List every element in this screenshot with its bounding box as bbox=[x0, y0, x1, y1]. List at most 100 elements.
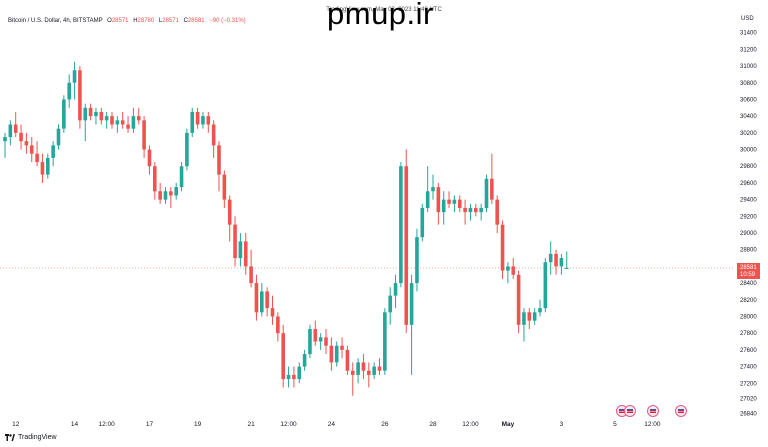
candle[interactable] bbox=[324, 329, 328, 355]
candle[interactable] bbox=[532, 308, 537, 325]
candle[interactable] bbox=[201, 111, 205, 129]
candle[interactable] bbox=[67, 74, 71, 108]
candle[interactable] bbox=[243, 233, 248, 275]
candle[interactable] bbox=[115, 116, 120, 133]
candle[interactable] bbox=[169, 187, 173, 208]
candle[interactable] bbox=[40, 153, 45, 183]
candle[interactable] bbox=[313, 320, 318, 346]
candle[interactable] bbox=[158, 182, 162, 204]
candle[interactable] bbox=[548, 241, 553, 275]
candle[interactable] bbox=[490, 153, 494, 204]
candle[interactable] bbox=[559, 253, 564, 275]
candle[interactable] bbox=[415, 228, 419, 292]
candle[interactable] bbox=[147, 145, 152, 175]
candle[interactable] bbox=[51, 141, 55, 167]
candle[interactable] bbox=[19, 124, 23, 150]
candle[interactable] bbox=[142, 116, 146, 158]
candle[interactable] bbox=[211, 120, 216, 158]
candle[interactable] bbox=[527, 308, 532, 330]
candle[interactable] bbox=[457, 195, 462, 213]
candle[interactable] bbox=[276, 312, 280, 342]
candle[interactable] bbox=[62, 95, 66, 133]
candle[interactable] bbox=[388, 287, 392, 325]
candle[interactable] bbox=[463, 199, 467, 225]
candle[interactable] bbox=[286, 366, 291, 388]
candle[interactable] bbox=[46, 153, 50, 179]
candle[interactable] bbox=[238, 233, 243, 267]
candle[interactable] bbox=[227, 195, 232, 242]
candle[interactable] bbox=[292, 366, 296, 388]
candle[interactable] bbox=[495, 195, 499, 234]
candle[interactable] bbox=[479, 203, 483, 221]
candle[interactable] bbox=[260, 283, 264, 317]
candle[interactable] bbox=[564, 251, 569, 269]
candle[interactable] bbox=[24, 132, 29, 154]
candle[interactable] bbox=[56, 124, 61, 150]
candle[interactable] bbox=[367, 362, 371, 388]
candle[interactable] bbox=[35, 141, 39, 167]
symbol-label[interactable]: Bitcoin / U.S. Dollar, 4h, BITSTAMP bbox=[8, 18, 103, 24]
candle[interactable] bbox=[484, 174, 489, 213]
candle[interactable] bbox=[265, 287, 269, 317]
candle[interactable] bbox=[506, 262, 510, 284]
candle[interactable] bbox=[356, 358, 360, 384]
candle[interactable] bbox=[131, 107, 136, 133]
candle[interactable] bbox=[329, 337, 334, 371]
candle[interactable] bbox=[431, 174, 435, 200]
candle[interactable] bbox=[377, 358, 382, 375]
candle[interactable] bbox=[420, 203, 425, 242]
candle[interactable] bbox=[270, 295, 275, 325]
candle[interactable] bbox=[88, 103, 93, 121]
candle[interactable] bbox=[538, 299, 542, 317]
candle[interactable] bbox=[522, 308, 526, 342]
candle[interactable] bbox=[425, 166, 430, 213]
candle[interactable] bbox=[136, 107, 141, 125]
candle[interactable] bbox=[254, 274, 259, 321]
candle[interactable] bbox=[94, 107, 98, 125]
candle[interactable] bbox=[516, 270, 521, 334]
us-flag-event-icon[interactable] bbox=[675, 405, 687, 417]
candle[interactable] bbox=[372, 362, 376, 380]
candle[interactable] bbox=[383, 308, 387, 375]
candle[interactable] bbox=[72, 61, 77, 100]
candle[interactable] bbox=[78, 66, 82, 129]
candle[interactable] bbox=[29, 137, 34, 163]
x-axis[interactable]: 12 14 12:00 17 19 21 12:00 24 26 28 12:00 May 3 5 12:0… bbox=[12, 421, 661, 428]
candle[interactable] bbox=[452, 195, 457, 213]
candle[interactable] bbox=[195, 107, 200, 129]
candle[interactable] bbox=[441, 191, 446, 225]
us-flag-event-icon[interactable] bbox=[647, 405, 659, 417]
candle[interactable] bbox=[308, 324, 312, 359]
candle[interactable] bbox=[104, 111, 109, 129]
candle[interactable] bbox=[500, 220, 505, 279]
candle[interactable] bbox=[404, 149, 409, 334]
candle[interactable] bbox=[340, 337, 344, 359]
candle[interactable] bbox=[399, 162, 403, 288]
candle[interactable] bbox=[436, 182, 441, 225]
candle[interactable] bbox=[206, 111, 211, 133]
candle[interactable] bbox=[217, 141, 221, 192]
candle[interactable] bbox=[249, 249, 253, 288]
candle[interactable] bbox=[511, 258, 516, 279]
candle[interactable] bbox=[163, 187, 168, 204]
currency-label[interactable]: USD bbox=[741, 16, 754, 22]
candle[interactable] bbox=[334, 341, 339, 367]
candle[interactable] bbox=[318, 333, 323, 350]
candle[interactable] bbox=[120, 111, 125, 129]
y-axis[interactable]: 26840 27020 27200 27400 27600 27800 28000 28200… bbox=[740, 31, 757, 418]
candle[interactable] bbox=[222, 170, 227, 208]
candle[interactable] bbox=[3, 132, 7, 158]
candle[interactable] bbox=[233, 216, 237, 267]
candle[interactable] bbox=[13, 111, 18, 138]
candle[interactable] bbox=[409, 274, 414, 375]
candle[interactable] bbox=[345, 345, 350, 375]
candle[interactable] bbox=[543, 258, 548, 313]
candle[interactable] bbox=[8, 120, 13, 146]
candle[interactable] bbox=[474, 203, 478, 217]
candle[interactable] bbox=[185, 128, 189, 171]
candle[interactable] bbox=[110, 111, 114, 129]
candle[interactable] bbox=[126, 116, 130, 133]
candle[interactable] bbox=[190, 107, 195, 138]
candle[interactable] bbox=[153, 162, 157, 200]
